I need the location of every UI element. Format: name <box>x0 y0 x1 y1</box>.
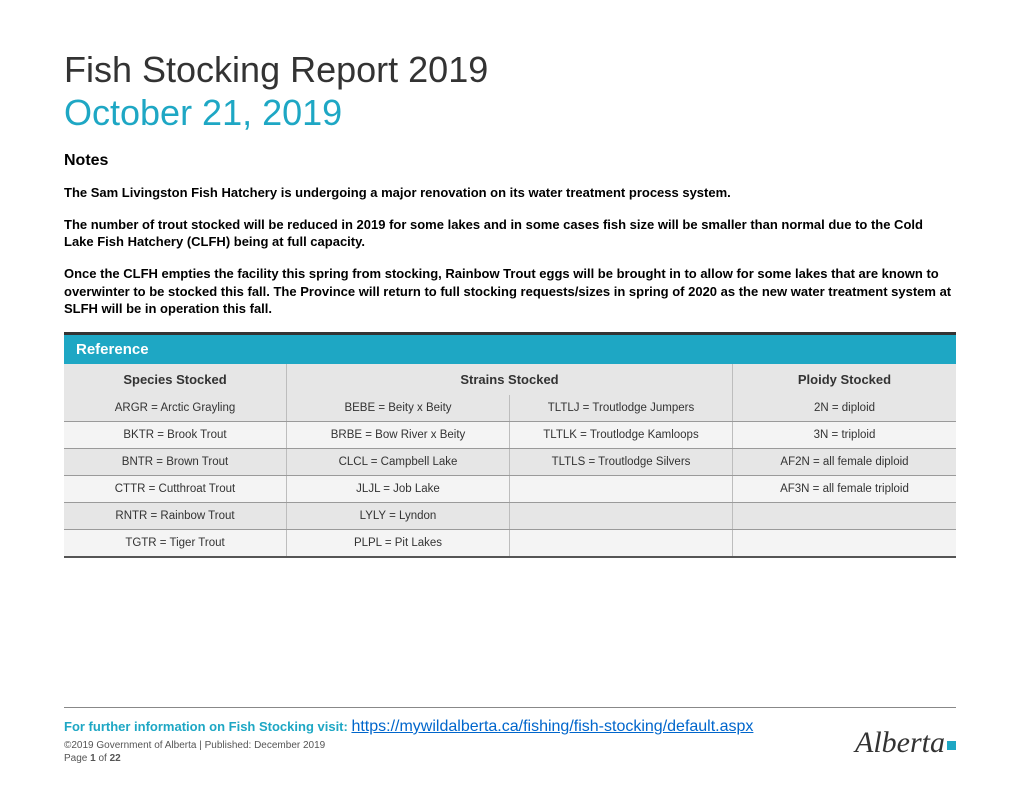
footer-link[interactable]: https://mywildalberta.ca/fishing/fish-st… <box>351 718 753 735</box>
col-strains-stocked: Strains Stocked <box>287 364 733 395</box>
cell-ploidy: 2N = diploid <box>733 395 956 421</box>
table-row: BKTR = Brook Trout BRBE = Bow River x Be… <box>64 422 956 449</box>
cell-species: BNTR = Brown Trout <box>64 449 287 475</box>
footer-divider <box>64 707 956 708</box>
footer-page-number: Page 1 of 22 <box>64 753 956 764</box>
table-row: BNTR = Brown Trout CLCL = Campbell Lake … <box>64 449 956 476</box>
notes-paragraph: The Sam Livingston Fish Hatchery is unde… <box>64 184 956 202</box>
footer-info-line: For further information on Fish Stocking… <box>64 718 956 736</box>
cell-strain1: BEBE = Beity x Beity <box>287 395 510 421</box>
page-sep: of <box>96 753 110 764</box>
cell-strain2: TLTLJ = Troutlodge Jumpers <box>510 395 733 421</box>
cell-strain2 <box>510 503 733 529</box>
logo-text: Alberta <box>855 726 945 760</box>
page-title: Fish Stocking Report 2019 <box>64 48 956 91</box>
col-ploidy-stocked: Ploidy Stocked <box>733 364 956 395</box>
notes-paragraph: Once the CLFH empties the facility this … <box>64 265 956 318</box>
cell-strain1: LYLY = Lyndon <box>287 503 510 529</box>
col-species-stocked: Species Stocked <box>64 364 287 395</box>
page-footer: For further information on Fish Stocking… <box>64 707 956 764</box>
footer-copyright: ©2019 Government of Alberta | Published:… <box>64 740 956 751</box>
cell-ploidy <box>733 503 956 529</box>
cell-ploidy: AF2N = all female diploid <box>733 449 956 475</box>
page-subtitle: October 21, 2019 <box>64 91 956 134</box>
table-row: CTTR = Cutthroat Trout JLJL = Job Lake A… <box>64 476 956 503</box>
cell-strain2: TLTLS = Troutlodge Silvers <box>510 449 733 475</box>
page-total: 22 <box>110 753 121 764</box>
cell-strain1: CLCL = Campbell Lake <box>287 449 510 475</box>
cell-strain1: PLPL = Pit Lakes <box>287 530 510 556</box>
cell-ploidy: 3N = triploid <box>733 422 956 448</box>
cell-species: CTTR = Cutthroat Trout <box>64 476 287 502</box>
cell-species: RNTR = Rainbow Trout <box>64 503 287 529</box>
cell-strain1: BRBE = Bow River x Beity <box>287 422 510 448</box>
reference-heading: Reference <box>64 335 956 364</box>
cell-species: ARGR = Arctic Grayling <box>64 395 287 421</box>
page-label: Page <box>64 753 90 764</box>
notes-paragraph: The number of trout stocked will be redu… <box>64 216 956 251</box>
cell-strain2: TLTLK = Troutlodge Kamloops <box>510 422 733 448</box>
cell-species: TGTR = Tiger Trout <box>64 530 287 556</box>
cell-species: BKTR = Brook Trout <box>64 422 287 448</box>
cell-strain2 <box>510 530 733 556</box>
table-row: TGTR = Tiger Trout PLPL = Pit Lakes <box>64 530 956 558</box>
cell-strain2 <box>510 476 733 502</box>
cell-ploidy <box>733 530 956 556</box>
reference-table: Reference Species Stocked Strains Stocke… <box>64 332 956 558</box>
cell-strain1: JLJL = Job Lake <box>287 476 510 502</box>
footer-info-label: For further information on Fish Stocking… <box>64 719 351 734</box>
reference-column-headers: Species Stocked Strains Stocked Ploidy S… <box>64 364 956 395</box>
table-row: ARGR = Arctic Grayling BEBE = Beity x Be… <box>64 395 956 422</box>
alberta-logo: Alberta <box>855 726 956 760</box>
notes-heading: Notes <box>64 152 956 170</box>
reference-body: ARGR = Arctic Grayling BEBE = Beity x Be… <box>64 395 956 558</box>
logo-dot-icon <box>947 741 956 750</box>
cell-ploidy: AF3N = all female triploid <box>733 476 956 502</box>
table-row: RNTR = Rainbow Trout LYLY = Lyndon <box>64 503 956 530</box>
